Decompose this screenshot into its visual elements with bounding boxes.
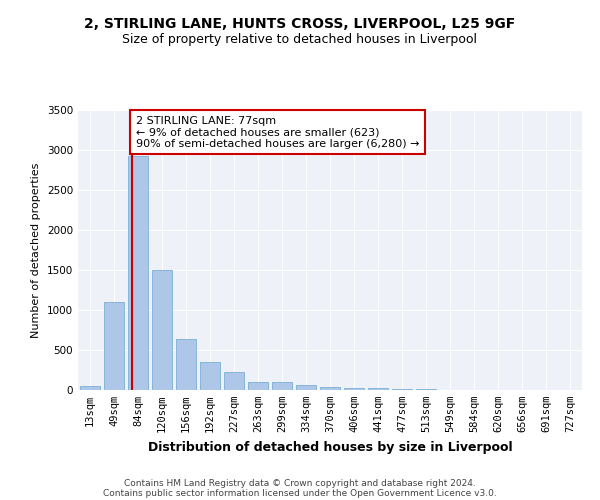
Bar [416, 389, 436, 390]
Bar [128, 156, 148, 390]
Bar [176, 339, 196, 390]
Text: Size of property relative to detached houses in Liverpool: Size of property relative to detached ho… [122, 32, 478, 46]
Bar [224, 372, 244, 390]
Y-axis label: Number of detached properties: Number of detached properties [31, 162, 41, 338]
X-axis label: Distribution of detached houses by size in Liverpool: Distribution of detached houses by size … [148, 440, 512, 454]
Bar [272, 382, 292, 390]
Bar [392, 389, 412, 390]
Bar [152, 270, 172, 390]
Bar [320, 387, 340, 390]
Text: Contains public sector information licensed under the Open Government Licence v3: Contains public sector information licen… [103, 488, 497, 498]
Text: 2, STIRLING LANE, HUNTS CROSS, LIVERPOOL, L25 9GF: 2, STIRLING LANE, HUNTS CROSS, LIVERPOOL… [85, 18, 515, 32]
Bar [248, 382, 268, 390]
Bar [200, 362, 220, 390]
Bar [344, 388, 364, 390]
Bar [104, 302, 124, 390]
Bar [80, 386, 100, 390]
Bar [296, 385, 316, 390]
Bar [368, 388, 388, 390]
Text: 2 STIRLING LANE: 77sqm
← 9% of detached houses are smaller (623)
90% of semi-det: 2 STIRLING LANE: 77sqm ← 9% of detached … [136, 116, 419, 149]
Text: Contains HM Land Registry data © Crown copyright and database right 2024.: Contains HM Land Registry data © Crown c… [124, 478, 476, 488]
